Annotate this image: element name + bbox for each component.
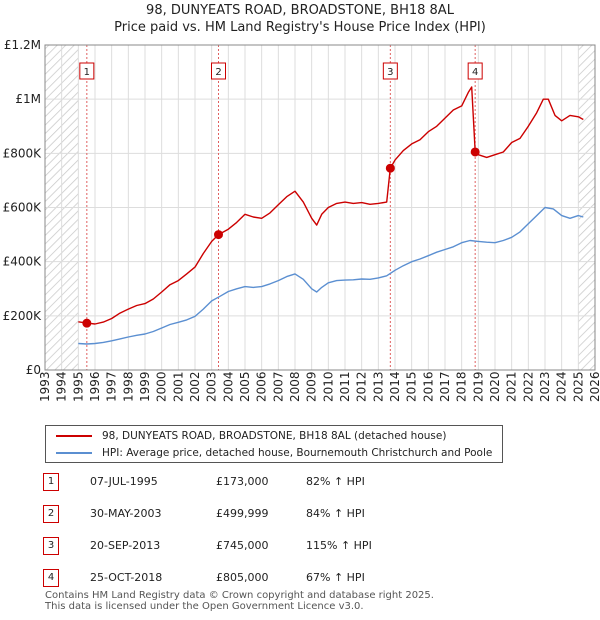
x-tick-label: 1999 (138, 371, 152, 402)
x-tick-label: 2001 (171, 371, 185, 402)
sale-point (470, 147, 480, 157)
x-tick-label: 1995 (71, 371, 85, 402)
x-tick-label: 2011 (338, 371, 352, 402)
x-tick-label: 2003 (205, 371, 219, 402)
y-tick-label: £400K (3, 255, 43, 269)
sale-number-box (467, 62, 483, 80)
x-tick-label: 2019 (471, 371, 485, 402)
y-tick-label: £1.2M (4, 38, 41, 52)
sale-marker-badge: 3 (43, 537, 59, 555)
x-tick-label: 1998 (121, 371, 135, 402)
x-tick-label: 2016 (421, 371, 435, 402)
sale-marker-badge: 1 (43, 473, 59, 491)
x-tick-label: 2012 (355, 371, 369, 402)
x-tick-label: 2021 (505, 371, 519, 402)
legend-item-property: 98, DUNYEATS ROAD, BROADSTONE, BH18 8AL … (56, 428, 446, 444)
y-tick-label: £800K (3, 146, 43, 160)
sale-point (214, 230, 223, 240)
sale-price: £805,000 (216, 571, 269, 584)
x-tick-label: 2015 (405, 371, 419, 402)
sale-row: 4 25-OCT-2018 £805,000 67% ↑ HPI (40, 566, 560, 590)
legend-swatch-hpi (56, 452, 92, 454)
sale-hpi-change: 67% ↑ HPI (306, 571, 365, 584)
sale-number-label: 2 (215, 67, 221, 78)
x-tick-label: 2005 (238, 371, 252, 402)
chart-title: 98, DUNYEATS ROAD, BROADSTONE, BH18 8AL (146, 3, 455, 18)
sale-number-box (79, 62, 95, 80)
x-tick-label: 2004 (221, 371, 235, 402)
footer-line: This data is licensed under the Open Gov… (45, 601, 364, 612)
x-tick-label: 2024 (555, 371, 569, 402)
x-tick-label: 2023 (538, 371, 552, 402)
sale-hpi-change: 115% ↑ HPI (306, 539, 372, 552)
x-tick-label: 1993 (38, 371, 52, 402)
legend-label-hpi: HPI: Average price, detached house, Bour… (102, 447, 493, 459)
x-tick-label: 1994 (55, 371, 69, 402)
sale-price: £173,000 (216, 475, 269, 488)
sale-row: 3 20-SEP-2013 £745,000 115% ↑ HPI (40, 534, 560, 558)
sale-price: £499,999 (216, 507, 269, 520)
sale-date: 25-OCT-2018 (90, 571, 163, 584)
sale-number-label: 4 (472, 67, 478, 78)
x-tick-label: 2022 (521, 371, 535, 402)
sale-number-box (382, 62, 398, 80)
x-tick-label: 2007 (271, 371, 285, 402)
sale-hpi-change: 82% ↑ HPI (306, 475, 365, 488)
sale-point (385, 163, 395, 173)
x-tick-label: 2002 (188, 371, 202, 402)
x-tick-label: 2013 (371, 371, 385, 402)
sale-marker-badge: 4 (43, 569, 59, 587)
sale-number-box (211, 62, 226, 80)
legend-swatch-property (56, 435, 92, 437)
x-tick-label: 1996 (88, 371, 102, 402)
price-chart: 98, DUNYEATS ROAD, BROADSTONE, BH18 8AL … (3, 3, 600, 402)
sale-number-label: 3 (387, 67, 393, 78)
x-tick-label: 1997 (105, 371, 119, 402)
sale-date: 20-SEP-2013 (90, 539, 161, 552)
sale-marker-badge: 2 (43, 505, 59, 523)
footer-attribution: Contains HM Land Registry data © Crown c… (45, 590, 434, 612)
y-tick-label: £200K (3, 309, 43, 323)
x-tick-label: 2010 (321, 371, 335, 402)
x-tick-label: 2018 (455, 371, 469, 402)
x-tick-label: 2008 (288, 371, 302, 402)
x-tick-label: 2020 (488, 371, 502, 402)
x-tick-label: 2006 (255, 371, 269, 402)
sale-hpi-change: 84% ↑ HPI (306, 507, 365, 520)
x-tick-label: 2017 (438, 371, 452, 402)
series-line-hpi (78, 206, 584, 345)
x-tick-label: 2009 (305, 371, 319, 402)
y-tick-label: £600K (3, 201, 43, 215)
legend-label-property: 98, DUNYEATS ROAD, BROADSTONE, BH18 8AL … (102, 430, 447, 442)
series-line-property (78, 86, 584, 325)
x-tick-label: 2000 (155, 371, 169, 402)
sale-row: 2 30-MAY-2003 £499,999 84% ↑ HPI (40, 502, 560, 526)
footer-line: Contains HM Land Registry data © Crown c… (45, 590, 434, 601)
y-tick-label: £1M (15, 92, 41, 106)
sale-date: 30-MAY-2003 (90, 507, 162, 520)
sale-point (82, 318, 92, 328)
x-tick-label: 2014 (388, 371, 402, 402)
plot-frame (44, 44, 596, 371)
y-tick-label: £0 (26, 363, 41, 377)
x-tick-label: 2025 (571, 371, 585, 402)
sale-price: £745,000 (216, 539, 269, 552)
chart-subtitle: Price paid vs. HM Land Registry's House … (114, 20, 486, 35)
sale-date: 07-JUL-1995 (90, 475, 158, 488)
legend: 98, DUNYEATS ROAD, BROADSTONE, BH18 8AL … (45, 425, 503, 463)
legend-item-hpi: HPI: Average price, detached house, Bour… (56, 445, 492, 461)
sale-row: 1 07-JUL-1995 £173,000 82% ↑ HPI (40, 470, 560, 494)
sale-number-label: 1 (84, 67, 90, 78)
x-tick-label: 2026 (588, 371, 600, 402)
